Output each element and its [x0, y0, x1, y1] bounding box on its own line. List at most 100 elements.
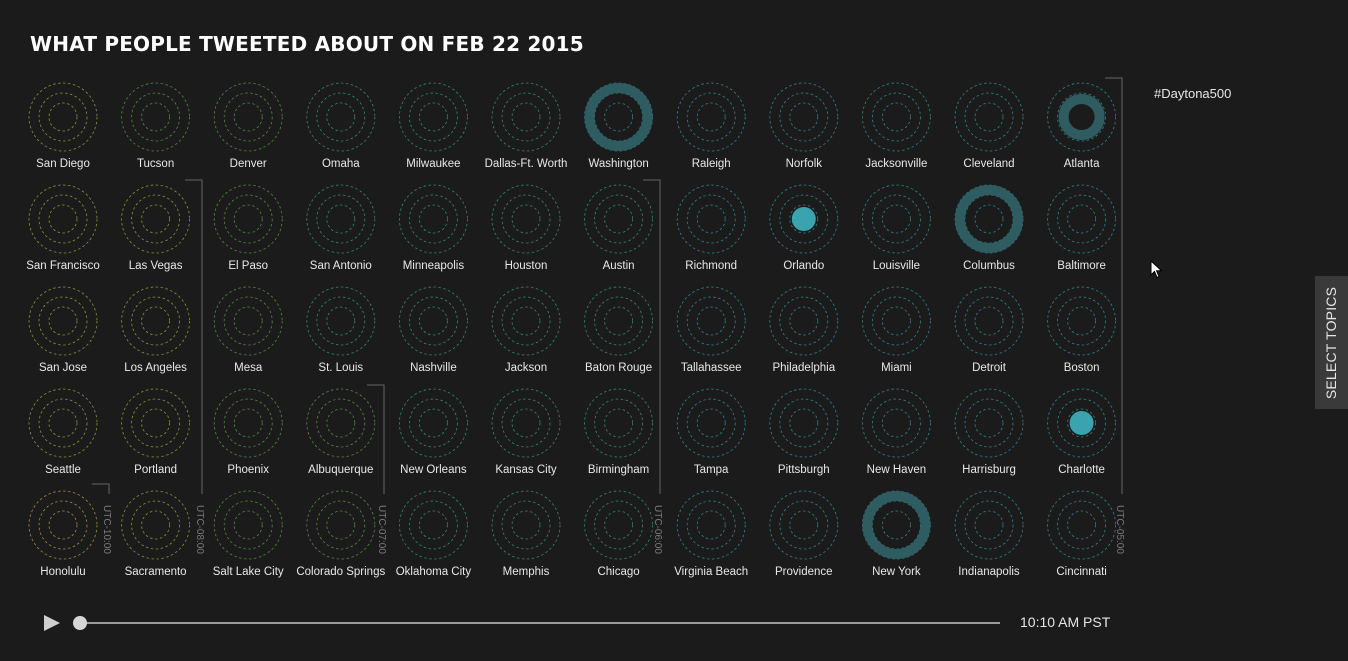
inner-ring [789, 306, 819, 336]
city-cell[interactable]: Providence [769, 490, 839, 578]
city-cell[interactable]: Detroit [954, 286, 1024, 374]
city-cell[interactable]: Indianapolis [954, 490, 1024, 578]
city-cell[interactable]: Salt Lake City [213, 490, 284, 578]
city-cell[interactable]: Pittsburgh [769, 388, 839, 476]
city-cell[interactable]: Memphis [491, 490, 561, 578]
city-cell[interactable]: Chicago [584, 490, 653, 578]
city-cell[interactable]: Dallas-Ft. Worth [485, 82, 568, 170]
inner-ring [141, 204, 171, 234]
city-cell[interactable]: Las Vegas [121, 184, 191, 272]
utc-boundary-line [643, 179, 661, 494]
outer-ring [862, 184, 931, 254]
city-name: Kansas City [495, 464, 557, 476]
timeline-slider[interactable] [80, 622, 1000, 624]
city-cell[interactable]: Kansas City [491, 388, 561, 476]
city-name: Colorado Springs [296, 566, 385, 578]
middle-ring [779, 194, 829, 244]
city-cell[interactable]: Tampa [676, 388, 746, 476]
city-cell[interactable]: Tallahassee [676, 286, 746, 374]
city-grid: San Diego Tucson Denver Omaha Milwaukee Dalla… [26, 77, 1125, 578]
city-cell[interactable]: Miami [862, 286, 931, 374]
city-cell[interactable]: Columbus [954, 184, 1024, 272]
city-name: Tucson [137, 158, 174, 170]
outer-ring [213, 388, 283, 458]
city-cell[interactable]: Cleveland [954, 82, 1024, 170]
inner-ring [974, 102, 1004, 132]
city-cell[interactable]: Honolulu [28, 490, 98, 578]
city-cell[interactable]: Richmond [676, 184, 746, 272]
outer-ring [584, 184, 653, 254]
city-cell[interactable]: Milwaukee [398, 82, 468, 170]
city-cell[interactable]: San Jose [28, 286, 98, 374]
inner-ring [882, 306, 911, 336]
city-cell[interactable]: New Haven [862, 388, 931, 476]
city-cell[interactable]: Oklahoma City [396, 490, 472, 578]
city-cell[interactable]: Minneapolis [398, 184, 468, 272]
city-cell[interactable]: Harrisburg [954, 388, 1024, 476]
city-cell[interactable]: New Orleans [398, 388, 468, 476]
city-cell[interactable]: Baton Rouge [584, 286, 653, 374]
outer-ring [676, 490, 746, 560]
middle-ring [131, 92, 181, 142]
middle-ring [872, 194, 921, 244]
city-cell[interactable]: New York [862, 490, 931, 578]
city-cell[interactable]: Mesa [213, 286, 283, 374]
timeline-slider-handle[interactable] [73, 616, 87, 630]
city-cell[interactable]: San Antonio [306, 184, 376, 272]
city-cell[interactable]: Austin [584, 184, 653, 272]
city-cell[interactable]: Sacramento [121, 490, 191, 578]
outer-ring [1047, 490, 1116, 560]
outer-ring [491, 286, 561, 356]
city-name: San Antonio [310, 260, 372, 272]
city-cell[interactable]: Washington [584, 82, 653, 170]
city-cell[interactable]: San Francisco [26, 184, 100, 272]
city-cell[interactable]: Birmingham [584, 388, 653, 476]
city-cell[interactable]: Nashville [398, 286, 468, 374]
city-cell[interactable]: Seattle [28, 388, 98, 476]
select-topics-button[interactable]: SELECT TOPICS [1315, 276, 1348, 409]
city-cell[interactable]: San Diego [28, 82, 98, 170]
inner-ring [604, 306, 633, 336]
city-cell[interactable]: Jacksonville [862, 82, 931, 170]
outer-ring [28, 286, 98, 356]
city-name: Tampa [694, 464, 729, 476]
city-cell[interactable]: Portland [121, 388, 191, 476]
city-cell[interactable]: Omaha [306, 82, 376, 170]
city-cell[interactable]: Raleigh [676, 82, 746, 170]
outer-ring [954, 82, 1024, 152]
city-cell[interactable]: Jackson [491, 286, 561, 374]
city-name: Indianapolis [958, 566, 1020, 578]
inner-ring [696, 408, 726, 438]
inner-ring [1067, 408, 1096, 438]
outer-ring [398, 82, 468, 152]
city-cell[interactable]: Atlanta [1047, 82, 1116, 170]
city-name: Phoenix [227, 464, 269, 476]
city-cell[interactable]: Denver [213, 82, 283, 170]
inner-ring [48, 204, 78, 234]
city-cell[interactable]: Albuquerque [306, 388, 376, 476]
city-name: Detroit [972, 362, 1007, 374]
city-cell[interactable]: Los Angeles [121, 286, 191, 374]
city-cell[interactable]: Norfolk [769, 82, 839, 170]
city-cell[interactable]: Philadelphia [769, 286, 839, 374]
outer-ring [1047, 82, 1116, 152]
city-cell[interactable]: Tucson [121, 82, 191, 170]
city-cell[interactable]: Houston [491, 184, 561, 272]
outer-ring [769, 184, 839, 254]
city-cell[interactable]: Phoenix [213, 388, 283, 476]
city-cell[interactable]: Orlando [769, 184, 839, 272]
city-cell[interactable]: Charlotte [1047, 388, 1116, 476]
inner-ring [789, 102, 819, 132]
city-cell[interactable]: Virginia Beach [674, 490, 748, 578]
city-cell[interactable]: Boston [1047, 286, 1116, 374]
inner-ring [233, 306, 263, 336]
city-name: Louisville [873, 260, 920, 272]
city-cell[interactable]: Louisville [862, 184, 931, 272]
city-cell[interactable]: Cincinnati [1047, 490, 1116, 578]
city-cell[interactable]: St. Louis [306, 286, 376, 374]
city-cell[interactable]: Colorado Springs [296, 490, 385, 578]
city-cell[interactable]: Baltimore [1047, 184, 1116, 272]
play-icon[interactable] [42, 613, 62, 633]
city-cell[interactable]: El Paso [213, 184, 283, 272]
city-name: Oklahoma City [396, 566, 472, 578]
